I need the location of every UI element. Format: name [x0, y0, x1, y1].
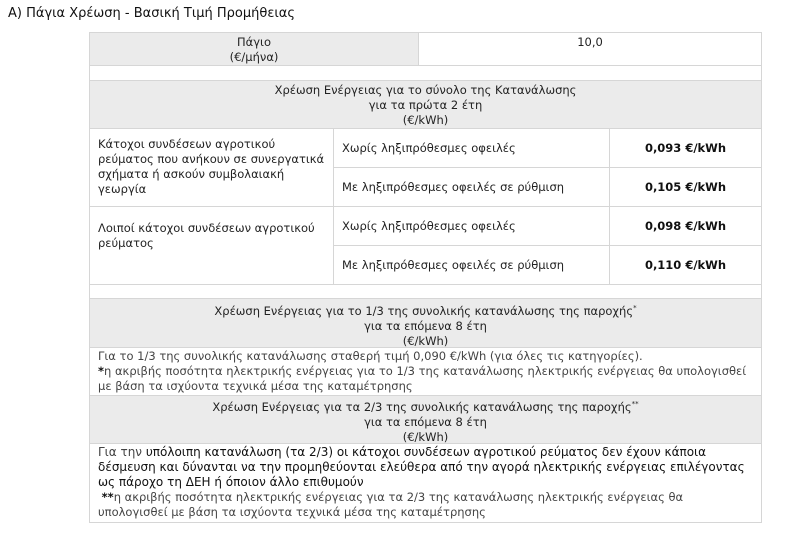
row-desc: Χωρίς ληξιπρόθεσμες οφειλές: [333, 128, 610, 168]
row-desc: Με ληξιπρόθεσμες οφειλές σε ρύθμιση: [333, 167, 610, 207]
header-unit: (€/kWh): [402, 113, 449, 127]
row-desc: Με ληξιπρόθεσμες οφειλές σε ρύθμιση: [333, 245, 610, 285]
header-unit: (€/kWh): [402, 429, 449, 444]
group-label: Λοιποί κάτοχοι συνδέσεων αγροτικού ρεύμα…: [89, 206, 334, 285]
energy-header-1-3: Χρέωση Ενέργειας για το 1/3 της συνολική…: [89, 298, 762, 348]
row-price: 0,098 €/kWh: [609, 206, 762, 246]
header-line: Χρέωση Ενέργειας για τα 2/3 της συνολική…: [90, 397, 761, 415]
energy-header-2-3: Χρέωση Ενέργειας για τα 2/3 της συνολική…: [89, 395, 762, 444]
row-desc: Χωρίς ληξιπρόθεσμες οφειλές: [333, 206, 610, 246]
footnote-mark: *: [98, 364, 105, 378]
body-text-start: Για την: [98, 445, 146, 459]
row-price: 0,093 €/kWh: [609, 128, 762, 168]
section-title: A) Πάγια Χρέωση - Βασική Τιμή Προμήθειας: [8, 6, 295, 21]
header-line: για τα πρώτα 2 έτη: [368, 98, 483, 112]
header-text: Χρέωση Ενέργειας για τα 2/3 της συνολική…: [212, 399, 632, 414]
label-unit: (€/μήνα): [229, 50, 279, 64]
row-price: 0,105 €/kWh: [609, 167, 762, 207]
one-third-text: Για το 1/3 της συνολικής κατανάλωσης στα…: [89, 347, 762, 396]
body-text: υπόλοιπη κατανάλωση (τα 2/3) οι κάτοχοι …: [98, 445, 745, 489]
body-text: Για το 1/3 της συνολικής κατανάλωσης στα…: [98, 349, 643, 363]
fixed-charge-label: Πάγιο (€/μήνα): [89, 32, 419, 66]
fixed-charge-value: 10,0: [418, 32, 762, 66]
footnote-mark: **: [101, 490, 114, 504]
label-line: Πάγιο: [237, 35, 271, 49]
header-line: Χρέωση Ενέργειας για το σύνολο της Καταν…: [274, 83, 577, 97]
header-unit: (€/kWh): [402, 333, 449, 348]
two-thirds-text: Για την υπόλοιπη κατανάλωση (τα 2/3) οι …: [89, 443, 762, 523]
header-text: Χρέωση Ενέργειας για το 1/3 της συνολική…: [214, 303, 634, 318]
header-line: Χρέωση Ενέργειας για το 1/3 της συνολική…: [90, 301, 761, 319]
row-price: 0,110 €/kWh: [609, 245, 762, 285]
footnote-mark: **: [631, 400, 639, 408]
header-line: για τα επόμενα 8 έτη: [364, 318, 487, 333]
energy-header-2y: Χρέωση Ενέργειας για το σύνολο της Καταν…: [89, 80, 762, 129]
header-line: για τα επόμενα 8 έτη: [364, 414, 487, 429]
spacer-row: [89, 284, 762, 299]
footnote-text: η ακριβής ποσότητα ηλεκτρικής ενέργειας …: [98, 490, 684, 519]
spacer-row: [89, 65, 762, 81]
footnote-mark: *: [633, 304, 637, 312]
footnote-text: η ακριβής ποσότητα ηλεκτρικής ενέργειας …: [98, 364, 747, 393]
group-label: Κάτοχοι συνδέσεων αγροτικού ρεύματος που…: [89, 128, 334, 207]
